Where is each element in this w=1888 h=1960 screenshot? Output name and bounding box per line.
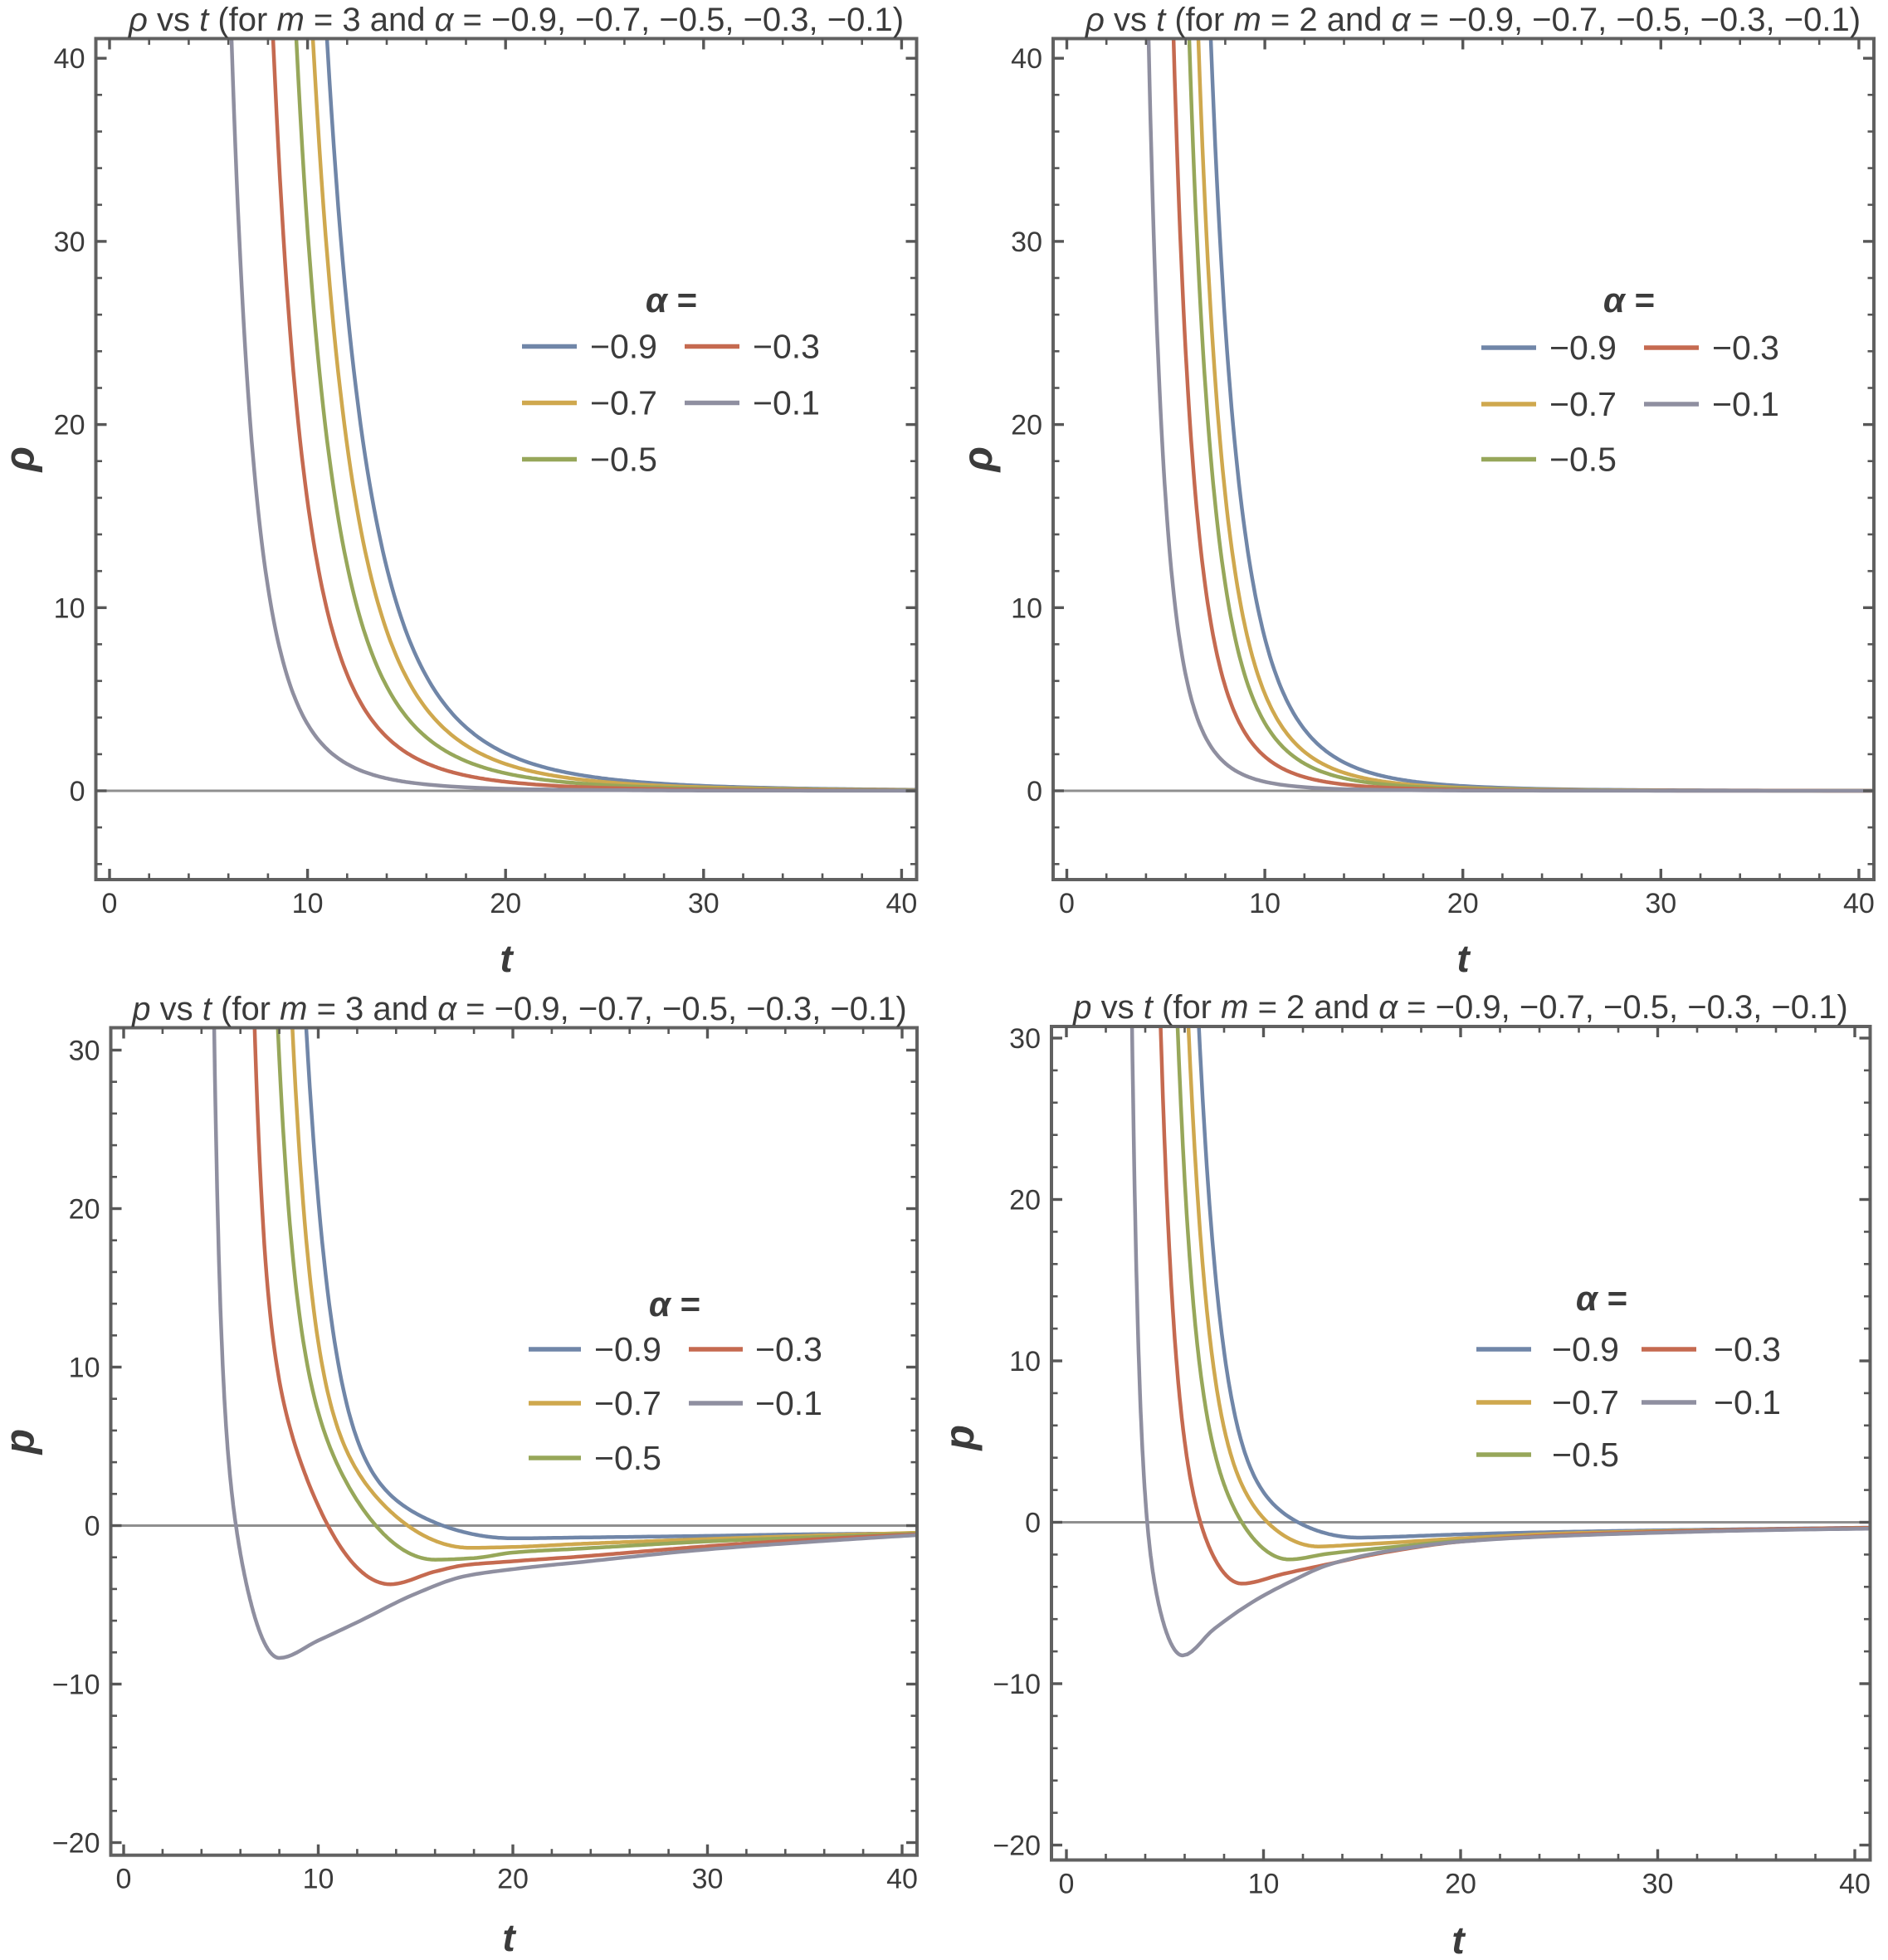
svg-text:0: 0 bbox=[102, 888, 118, 919]
svg-text:p vs t (for m = 2 and α = −0.9: p vs t (for m = 2 and α = −0.9, −0.7, −0… bbox=[1072, 989, 1847, 1026]
svg-text:α =: α = bbox=[649, 1285, 700, 1324]
svg-text:−0.7: −0.7 bbox=[594, 1384, 661, 1422]
svg-text:−0.9: −0.9 bbox=[1549, 329, 1617, 367]
svg-text:30: 30 bbox=[69, 1036, 100, 1067]
svg-text:−10: −10 bbox=[993, 1669, 1041, 1700]
svg-text:t: t bbox=[500, 937, 514, 980]
svg-text:20: 20 bbox=[1011, 410, 1042, 441]
svg-text:−0.7: −0.7 bbox=[1552, 1383, 1619, 1421]
svg-text:t: t bbox=[502, 1916, 516, 1959]
svg-text:40: 40 bbox=[885, 888, 917, 919]
svg-text:t: t bbox=[1451, 1919, 1466, 1960]
svg-text:40: 40 bbox=[1011, 43, 1042, 75]
svg-text:α =: α = bbox=[1576, 1279, 1627, 1318]
svg-text:−0.9: −0.9 bbox=[594, 1330, 661, 1368]
svg-text:30: 30 bbox=[692, 1864, 724, 1895]
svg-text:−0.3: −0.3 bbox=[1714, 1330, 1781, 1368]
svg-text:α =: α = bbox=[646, 280, 697, 319]
svg-text:10: 10 bbox=[69, 1353, 100, 1384]
svg-text:10: 10 bbox=[54, 592, 85, 624]
svg-text:−0.5: −0.5 bbox=[1552, 1436, 1619, 1474]
svg-text:40: 40 bbox=[886, 1864, 918, 1895]
svg-text:20: 20 bbox=[69, 1194, 100, 1226]
svg-text:t: t bbox=[1456, 937, 1471, 980]
svg-text:ρ vs t (for m = 3 and α = −0.9: ρ vs t (for m = 3 and α = −0.9, −0.7, −0… bbox=[128, 2, 904, 38]
svg-text:0: 0 bbox=[70, 776, 85, 807]
svg-text:p: p bbox=[936, 1425, 983, 1452]
svg-text:20: 20 bbox=[497, 1864, 529, 1895]
svg-text:0: 0 bbox=[1027, 776, 1042, 807]
svg-text:40: 40 bbox=[1843, 888, 1875, 919]
svg-text:−20: −20 bbox=[993, 1831, 1041, 1862]
svg-text:20: 20 bbox=[490, 888, 521, 919]
svg-text:20: 20 bbox=[1447, 888, 1479, 919]
svg-text:0: 0 bbox=[1059, 1869, 1075, 1900]
svg-text:20: 20 bbox=[1009, 1185, 1041, 1216]
svg-text:30: 30 bbox=[688, 888, 720, 919]
svg-text:−0.7: −0.7 bbox=[1549, 385, 1617, 423]
svg-text:20: 20 bbox=[54, 410, 85, 441]
svg-text:0: 0 bbox=[1025, 1508, 1041, 1539]
svg-text:ρ: ρ bbox=[0, 446, 43, 473]
svg-text:−0.5: −0.5 bbox=[594, 1439, 661, 1477]
svg-text:30: 30 bbox=[1645, 888, 1676, 919]
svg-text:−0.5: −0.5 bbox=[1549, 441, 1617, 479]
svg-text:0: 0 bbox=[1059, 888, 1075, 919]
svg-text:10: 10 bbox=[1248, 1869, 1280, 1900]
svg-text:20: 20 bbox=[1445, 1869, 1476, 1900]
svg-text:30: 30 bbox=[1011, 227, 1042, 258]
svg-text:10: 10 bbox=[292, 888, 324, 919]
svg-text:ρ vs t (for m = 2 and α = −0.9: ρ vs t (for m = 2 and α = −0.9, −0.7, −0… bbox=[1085, 2, 1861, 38]
svg-text:α =: α = bbox=[1603, 280, 1655, 319]
svg-text:40: 40 bbox=[1839, 1869, 1871, 1900]
svg-text:30: 30 bbox=[54, 227, 85, 258]
svg-text:−0.1: −0.1 bbox=[1712, 385, 1779, 423]
svg-text:−0.3: −0.3 bbox=[755, 1330, 822, 1368]
svg-text:−20: −20 bbox=[52, 1828, 100, 1860]
svg-text:10: 10 bbox=[1249, 888, 1281, 919]
svg-text:30: 30 bbox=[1642, 1869, 1674, 1900]
svg-text:−0.9: −0.9 bbox=[590, 328, 657, 366]
svg-text:−0.5: −0.5 bbox=[590, 441, 657, 479]
svg-text:0: 0 bbox=[85, 1511, 100, 1543]
svg-text:p: p bbox=[0, 1429, 43, 1456]
svg-text:−0.1: −0.1 bbox=[1714, 1383, 1781, 1421]
svg-text:10: 10 bbox=[1011, 592, 1042, 624]
svg-text:10: 10 bbox=[303, 1864, 334, 1895]
svg-text:−0.3: −0.3 bbox=[1712, 329, 1779, 367]
svg-text:−10: −10 bbox=[52, 1670, 100, 1701]
svg-text:p vs t (for m = 3 and α = −0.9: p vs t (for m = 3 and α = −0.9, −0.7, −0… bbox=[131, 991, 906, 1027]
svg-text:−0.1: −0.1 bbox=[753, 384, 820, 422]
svg-text:40: 40 bbox=[54, 43, 85, 75]
svg-text:−0.3: −0.3 bbox=[753, 328, 820, 366]
svg-text:−0.7: −0.7 bbox=[590, 384, 657, 422]
svg-text:10: 10 bbox=[1009, 1346, 1041, 1377]
svg-text:30: 30 bbox=[1009, 1023, 1041, 1055]
svg-text:ρ: ρ bbox=[954, 446, 1001, 473]
svg-text:0: 0 bbox=[116, 1864, 132, 1895]
svg-text:−0.1: −0.1 bbox=[755, 1384, 822, 1422]
svg-text:−0.9: −0.9 bbox=[1552, 1330, 1619, 1368]
